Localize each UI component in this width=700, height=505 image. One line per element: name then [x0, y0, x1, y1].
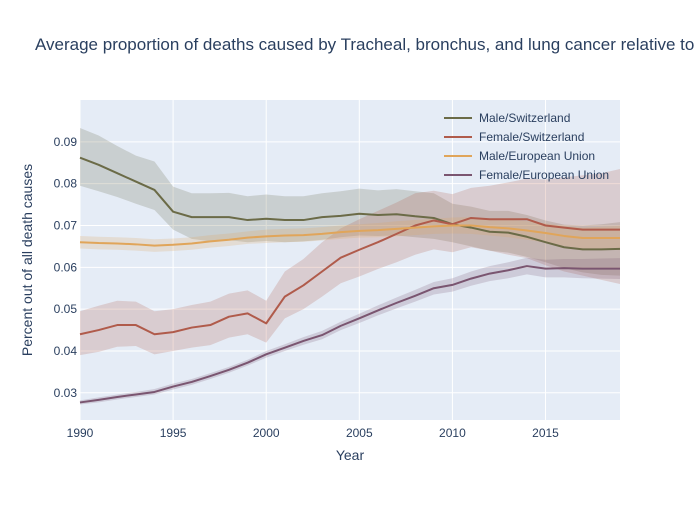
y-tick-label: 0.08	[54, 177, 78, 191]
x-tick-label: 2015	[532, 426, 559, 440]
legend-item-2[interactable]: Male/European Union	[444, 149, 595, 163]
confidence-band-1	[80, 169, 620, 356]
y-tick-label: 0.09	[54, 135, 78, 149]
x-tick-label: 2010	[439, 426, 466, 440]
confidence-bands	[80, 128, 620, 405]
x-tick-label: 1995	[160, 426, 187, 440]
confidence-band-0	[80, 128, 620, 276]
legend[interactable]: Male/Switzerland Female/Switzerland Male/E…	[444, 111, 609, 182]
legend-label: Male/European Union	[479, 149, 595, 163]
series-line-3	[79, 265, 620, 404]
y-tick-label: 0.05	[54, 302, 78, 316]
y-axis-label: Percent out of all death causes	[19, 164, 35, 356]
confidence-band-3	[80, 257, 620, 405]
series-lines	[79, 156, 621, 404]
y-axis-ticks: 0.03 0.04 0.05 0.06 0.07 0.08 0.09	[54, 135, 78, 400]
legend-label: Male/Switzerland	[479, 111, 570, 125]
x-tick-label: 1990	[67, 426, 94, 440]
legend-item-0[interactable]: Male/Switzerland	[444, 111, 570, 125]
series-line-1	[79, 216, 620, 336]
x-tick-label: 2000	[253, 426, 280, 440]
y-tick-label: 0.06	[54, 260, 78, 274]
y-tick-label: 0.07	[54, 218, 78, 232]
x-tick-label: 2005	[346, 426, 373, 440]
legend-label: Female/Switzerland	[479, 130, 584, 144]
legend-label: Female/European Union	[479, 168, 609, 182]
x-axis-ticks: 1990 1995 2000 2005 2010 2015	[67, 426, 560, 440]
legend-item-1[interactable]: Female/Switzerland	[444, 130, 584, 144]
y-tick-label: 0.04	[54, 344, 78, 358]
series-line-0	[79, 156, 621, 251]
series-line-2	[79, 224, 620, 247]
plot-area	[80, 100, 620, 420]
legend-item-3[interactable]: Female/European Union	[444, 168, 609, 182]
x-axis-label: Year	[336, 447, 365, 463]
y-tick-label: 0.03	[54, 386, 78, 400]
chart-title: Average proportion of deaths caused by T…	[35, 35, 694, 54]
